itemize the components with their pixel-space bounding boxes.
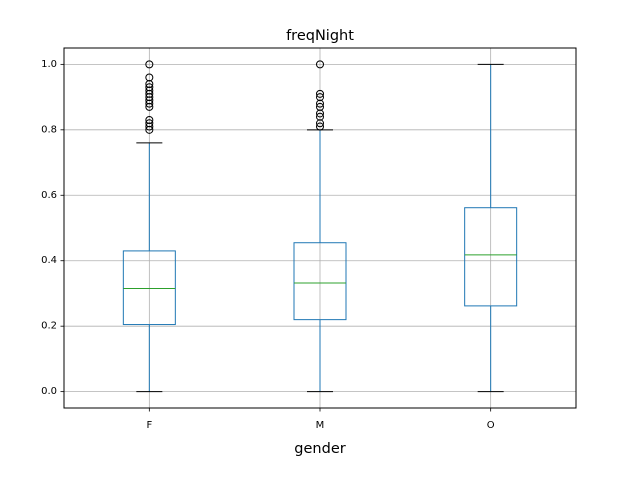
y-tick-label: 0.0 — [41, 386, 57, 397]
x-tick-label: M — [316, 420, 325, 431]
iqr-box — [464, 207, 518, 307]
box-group-M — [293, 60, 347, 393]
outlier-point — [145, 60, 154, 69]
iqr-box — [122, 250, 176, 326]
box-series — [122, 60, 518, 393]
x-tick-label: F — [146, 420, 152, 431]
y-tick-label: 0.6 — [41, 190, 57, 201]
outlier-point — [145, 116, 154, 124]
outlier-point — [316, 102, 324, 111]
outlier-point — [316, 60, 324, 69]
outlier-point — [316, 89, 324, 98]
outlier-point — [316, 93, 324, 102]
y-tick-label: 1.0 — [41, 59, 57, 70]
outlier-point — [145, 119, 154, 128]
y-tick-label: 0.8 — [41, 124, 57, 135]
chart-title: freqNight — [286, 28, 354, 44]
outlier-point — [316, 112, 324, 121]
iqr-box — [293, 242, 347, 321]
axis-ticks: 0.0 0.2 0.4 0.6 0.8 1.0 F M O — [41, 59, 495, 431]
outlier-point — [316, 122, 324, 131]
y-tick-label: 0.4 — [41, 255, 57, 266]
x-axis-title: gender — [294, 441, 345, 457]
x-tick-label: O — [487, 420, 495, 431]
box-group-O — [464, 63, 518, 393]
outlier-point — [145, 73, 154, 82]
y-tick-label: 0.2 — [41, 321, 57, 332]
box-group-F — [122, 60, 176, 393]
outlier-point — [145, 83, 154, 92]
